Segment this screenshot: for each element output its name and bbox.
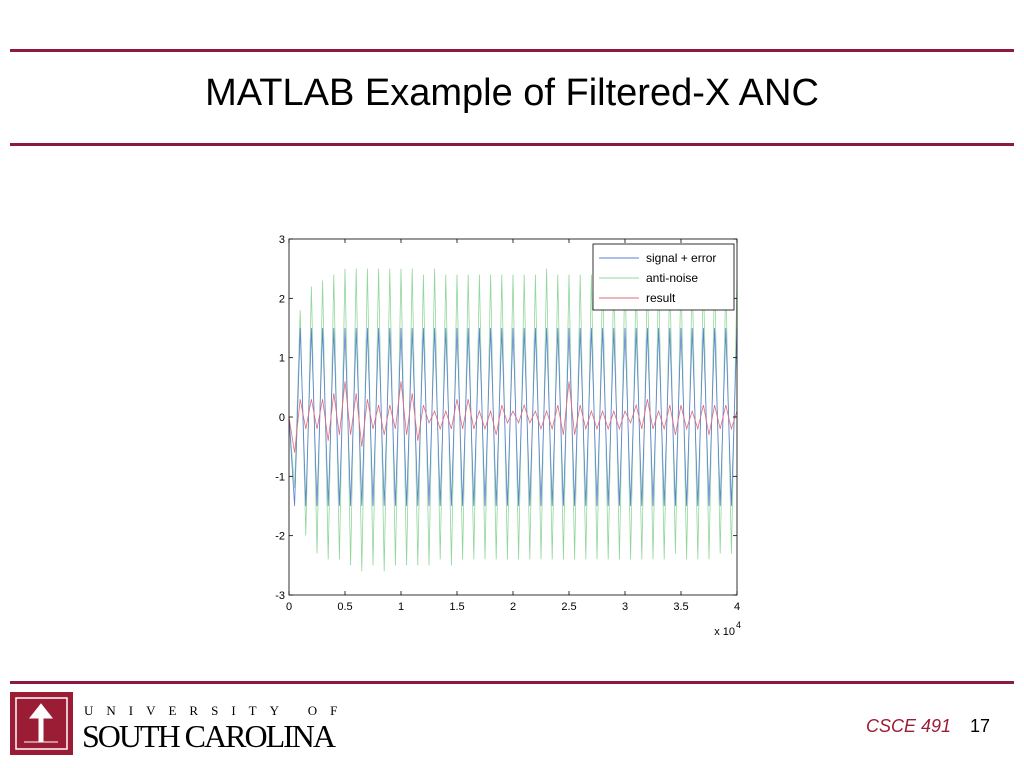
logo-text: UNIVERSITY OF — [84, 703, 351, 718]
x-scale-label: x 10 — [714, 626, 735, 638]
legend-box — [592, 243, 735, 311]
data-line — [288, 268, 738, 572]
x-tick-label: 2 — [510, 601, 516, 613]
x-scale-exponent: 4 — [736, 620, 741, 630]
y-tick-label: 0 — [279, 412, 285, 424]
y-tick-label: 3 — [279, 234, 285, 246]
y-tick-label: 2 — [279, 293, 285, 305]
legend-label: signal + error — [646, 251, 716, 265]
logo-emblem — [10, 692, 73, 755]
data-line — [288, 327, 738, 507]
top-rule — [10, 49, 1014, 52]
title-rule — [10, 143, 1014, 146]
x-tick-label: 0 — [286, 601, 292, 613]
x-tick-label: 1.5 — [449, 601, 464, 613]
x-tick-label: 4 — [734, 601, 740, 613]
legend-label: result — [646, 291, 676, 305]
x-tick-label: 2.5 — [561, 601, 576, 613]
y-tick-label: -1 — [275, 471, 285, 483]
y-tick-label: -2 — [275, 531, 285, 543]
logo-icon — [15, 697, 68, 750]
y-tick-label: -3 — [275, 590, 285, 602]
page-number: 17 — [970, 716, 991, 736]
course-label: CSCE 491 — [866, 716, 952, 736]
logo-text: SOUTH CAROLINA — [82, 718, 336, 754]
x-tick-label: 0.5 — [337, 601, 352, 613]
data-line — [288, 381, 738, 453]
slide-title: MATLAB Example of Filtered-X ANC — [205, 72, 819, 114]
footer-rule — [10, 681, 1014, 684]
legend-label: anti-noise — [646, 271, 698, 285]
x-tick-label: 3.5 — [673, 601, 688, 613]
x-tick-label: 3 — [622, 601, 628, 613]
x-tick-label: 1 — [398, 601, 404, 613]
y-tick-label: 1 — [279, 353, 285, 365]
